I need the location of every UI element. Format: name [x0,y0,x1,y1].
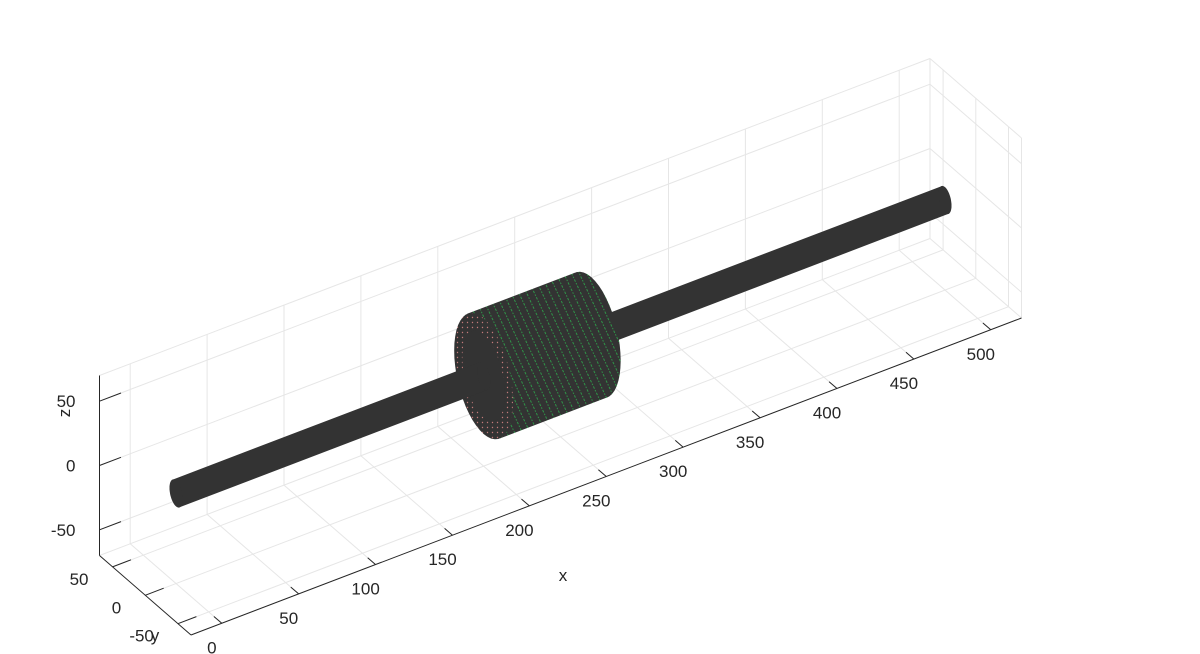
x-tick-label: 250 [582,492,610,511]
grid-line-y-floor [145,277,976,596]
x-tick [598,469,607,477]
x-tick-label: 150 [428,550,456,569]
y-tick-label: 0 [112,598,121,617]
x-tick [905,351,915,360]
shaft-far-end-far [938,185,952,215]
x-tick [213,616,223,624]
shaft-far-side [587,186,949,349]
z-tick-label: 0 [66,457,75,476]
x-tick [290,586,300,595]
shaft-near-side [172,362,488,508]
box-edge-back [99,58,931,376]
box-edge-back [929,58,1022,139]
x-axis-label: x [559,566,568,585]
z-tick-label: -50 [51,521,76,540]
grid-line-z-side [929,83,1022,165]
x-tick-label: 400 [813,404,841,423]
x-tick-label: 200 [505,521,533,540]
x-tick-label: 50 [279,609,298,628]
disk-end-far [561,271,621,399]
plot-objects [169,185,952,508]
y-tick [177,616,197,625]
y-axis-label: y [151,626,160,645]
z-axis-label: z [55,409,74,418]
y-tick [112,559,132,568]
y-tick-label: -50 [129,627,154,646]
grid-line-z-side [929,212,1022,293]
x-tick [367,557,376,565]
z-tick [99,392,122,402]
x-tick-label: 350 [736,433,764,452]
x-tick-label: 300 [659,462,687,481]
x-tick [521,498,530,507]
x-tick-label: 0 [207,638,216,654]
grid-line-y-floor [177,306,1009,625]
x-tick-label: 450 [890,374,918,393]
x-tick [751,410,761,419]
x-tick [982,322,992,331]
axis-ticks: 0 50 100 150 200 250 300 350 400 450 500 -50 0 50 -50 0… [51,322,995,654]
z-tick [99,456,122,466]
y-tick-label: 50 [70,570,89,589]
y-tick [145,587,164,596]
shaft-near-end-far [477,362,491,391]
shaft-near-end-near [169,479,183,508]
grid-line-z-back [99,83,931,402]
x-tick-label: 500 [967,345,995,364]
box-edge-back [929,238,1022,319]
z-tick-label: 50 [57,392,76,411]
x-tick [444,528,453,536]
x-tick [674,440,684,448]
x-tick [828,381,838,389]
grid-line-z-side [929,148,1022,229]
x-tick-label: 100 [351,580,379,599]
z-tick [99,521,122,531]
